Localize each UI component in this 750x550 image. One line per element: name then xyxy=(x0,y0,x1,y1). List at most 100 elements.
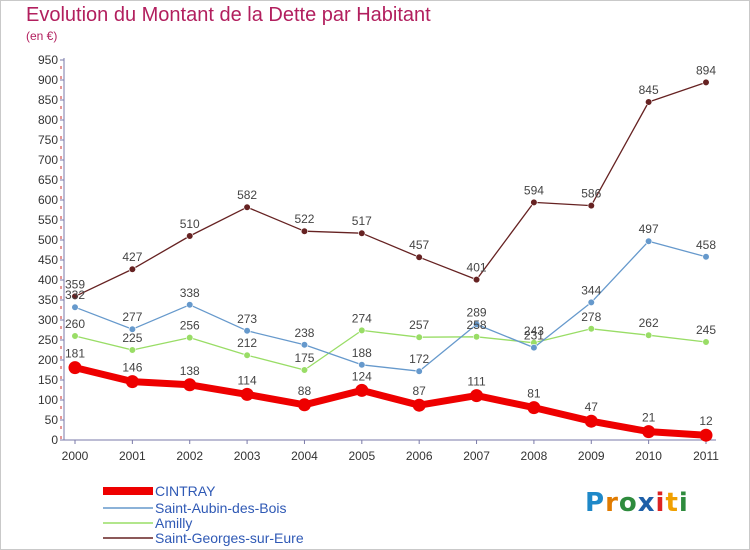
data-label: 257 xyxy=(409,318,429,332)
data-label: 87 xyxy=(413,384,427,398)
y-tick-label: 650 xyxy=(38,173,58,187)
data-label: 81 xyxy=(527,387,541,401)
data-point xyxy=(243,203,251,211)
y-tick-label: 850 xyxy=(38,93,58,107)
x-tick-label: 2004 xyxy=(291,449,318,463)
chart-title: Evolution du Montant de la Dette par Hab… xyxy=(26,4,431,26)
data-point xyxy=(128,346,136,354)
y-tick-label: 700 xyxy=(38,153,58,167)
logo-letter: t xyxy=(665,488,679,518)
logo-letter: o xyxy=(618,488,638,518)
data-point xyxy=(300,366,309,374)
x-tick-label: 2010 xyxy=(635,449,662,463)
data-point xyxy=(71,332,79,340)
data-point xyxy=(243,351,251,359)
data-label: 274 xyxy=(352,311,372,325)
data-label: 273 xyxy=(237,312,257,326)
series-line xyxy=(74,240,707,372)
y-tick-label: 200 xyxy=(38,353,58,367)
y-tick-label: 450 xyxy=(38,253,58,267)
x-tick-label: 2006 xyxy=(406,449,433,463)
proxiti-logo: Proxiti xyxy=(585,488,689,518)
x-tick-label: 2002 xyxy=(176,449,203,463)
data-label: 138 xyxy=(180,364,200,378)
data-point xyxy=(297,398,311,412)
legend-label: Saint-Aubin-des-Bois xyxy=(155,500,287,516)
x-tick-label: 2008 xyxy=(521,449,548,463)
data-label: 845 xyxy=(639,83,659,97)
data-label: 277 xyxy=(122,310,142,324)
y-tick-label: 0 xyxy=(51,433,58,447)
data-label: 188 xyxy=(352,346,372,360)
chart-subtitle: (en €) xyxy=(26,29,58,43)
data-point xyxy=(645,331,653,339)
legend-label: Saint-Georges-sur-Eure xyxy=(155,530,304,546)
y-tick-label: 500 xyxy=(38,233,58,247)
logo-letter: i xyxy=(655,488,666,518)
data-label: 124 xyxy=(352,369,372,383)
data-point xyxy=(71,303,79,311)
data-point xyxy=(71,292,79,301)
x-tick-label: 2000 xyxy=(62,449,89,463)
data-label: 21 xyxy=(642,411,656,425)
data-point xyxy=(186,301,194,309)
data-point xyxy=(186,334,194,342)
data-point xyxy=(240,387,254,401)
data-label: 458 xyxy=(696,238,716,252)
data-label: 457 xyxy=(409,238,429,252)
data-point xyxy=(587,298,595,307)
data-point xyxy=(702,78,710,86)
data-point xyxy=(472,320,481,329)
logo-letter: x xyxy=(637,488,656,518)
data-label: 231 xyxy=(524,329,544,343)
data-point xyxy=(300,341,309,349)
data-label: 258 xyxy=(467,318,487,332)
data-label: 175 xyxy=(294,351,314,365)
data-point xyxy=(125,375,139,389)
y-tick-label: 550 xyxy=(38,213,58,227)
data-point xyxy=(587,325,595,333)
data-point xyxy=(472,333,481,341)
data-point xyxy=(243,327,251,335)
data-label: 359 xyxy=(65,277,85,291)
data-point xyxy=(642,425,656,439)
data-label: 401 xyxy=(467,261,487,275)
data-label: 594 xyxy=(524,183,544,197)
data-label: 260 xyxy=(65,317,85,331)
data-point xyxy=(699,428,713,442)
x-tick-label: 2007 xyxy=(463,449,490,463)
data-label: 582 xyxy=(237,188,257,202)
data-point xyxy=(702,253,710,261)
data-label: 243 xyxy=(524,324,544,338)
data-point xyxy=(186,232,194,240)
y-tick-label: 750 xyxy=(38,133,58,147)
data-label: 586 xyxy=(581,187,601,201)
data-label: 262 xyxy=(639,316,659,330)
data-point xyxy=(128,325,136,333)
data-label: 338 xyxy=(180,286,200,300)
data-point xyxy=(530,198,538,206)
data-label: 238 xyxy=(294,326,314,340)
data-point xyxy=(358,326,366,335)
x-tick-label: 2003 xyxy=(234,449,261,463)
data-point xyxy=(415,333,423,341)
y-tick-label: 350 xyxy=(38,293,58,307)
y-tick-label: 900 xyxy=(38,73,58,87)
data-label: 114 xyxy=(238,373,257,387)
data-label: 517 xyxy=(352,214,372,228)
y-tick-label: 950 xyxy=(38,53,58,67)
legend-label: CINTRAY xyxy=(155,483,216,499)
data-point xyxy=(527,401,541,415)
data-label: 111 xyxy=(467,375,486,389)
series-line xyxy=(74,81,707,298)
x-tick-label: 2011 xyxy=(693,449,719,463)
data-label: 47 xyxy=(585,400,599,414)
data-label: 522 xyxy=(294,212,314,226)
y-tick-label: 50 xyxy=(45,413,59,427)
data-label: 256 xyxy=(180,319,200,333)
data-label: 12 xyxy=(699,414,713,428)
data-point xyxy=(645,98,653,106)
data-label: 245 xyxy=(696,323,716,337)
y-tick-label: 300 xyxy=(38,313,58,327)
